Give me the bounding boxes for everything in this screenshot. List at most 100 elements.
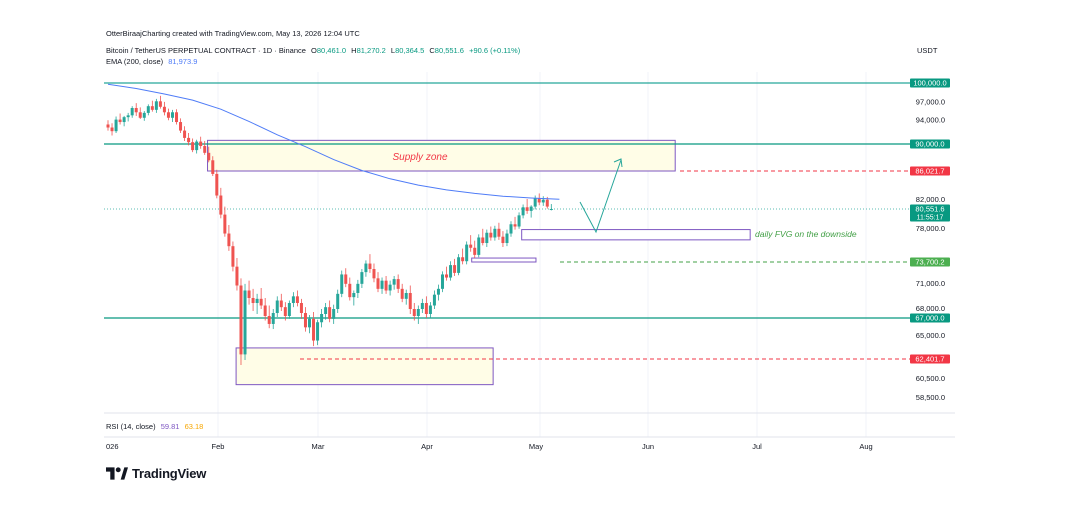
zone-box-4	[235, 347, 494, 386]
price-label-text: 80,551.6	[915, 205, 944, 214]
ema-legend[interactable]: EMA (200, close) 81,973.9	[106, 57, 197, 66]
candle-body	[279, 300, 283, 308]
candle-body	[368, 263, 372, 270]
candle-body	[110, 127, 114, 132]
candle-body	[320, 314, 324, 323]
candle-body	[364, 263, 368, 273]
candle-body	[291, 296, 295, 303]
symbol-name: Bitcoin / TetherUS PERPETUAL CONTRACT · …	[106, 46, 306, 55]
candle-body	[432, 294, 436, 306]
candle-body	[227, 233, 231, 247]
time-tick: Jul	[752, 442, 762, 451]
candle-body	[162, 106, 166, 113]
candle-body	[348, 283, 352, 298]
candle-body	[324, 307, 328, 314]
candle-body	[412, 309, 416, 316]
candle-body	[469, 244, 473, 248]
candle-body	[175, 112, 179, 123]
candle-body	[356, 283, 360, 293]
price-label-bg	[910, 354, 950, 364]
candle-body	[332, 309, 336, 319]
candle-body	[235, 266, 239, 286]
candle-body	[376, 278, 380, 289]
candle-body	[465, 244, 469, 262]
time-axis: 026 Feb Mar Apr May Jun Jul Aug	[106, 442, 873, 451]
price-tick: 97,000.0	[916, 97, 945, 106]
candle-body	[312, 318, 316, 341]
currency-label[interactable]: USDT	[917, 46, 938, 55]
price-label-text: 62,401.7	[915, 355, 944, 364]
candle-body	[461, 257, 465, 262]
symbol-legend: Bitcoin / TetherUS PERPETUAL CONTRACT · …	[106, 46, 523, 55]
candle-body	[247, 290, 251, 298]
candle-body	[449, 265, 453, 278]
candle-body	[328, 307, 332, 319]
price-tick: 68,000.0	[916, 304, 945, 313]
candle-body	[243, 290, 247, 355]
price-tick: 65,000.0	[916, 331, 945, 340]
candle-body	[529, 206, 533, 211]
candle-body	[130, 108, 134, 116]
time-tick: Apr	[421, 442, 433, 451]
candle-body	[239, 285, 243, 355]
candle-body	[513, 224, 517, 227]
candle-body	[283, 307, 287, 316]
candle-body	[501, 236, 505, 244]
candle-body	[517, 215, 521, 227]
candle-body	[183, 130, 187, 138]
high-value: 81,270.2	[356, 46, 386, 55]
candle-body	[308, 318, 311, 328]
candle-body	[392, 279, 396, 285]
price-label-text: 100,000.0	[913, 79, 946, 88]
tradingview-logo-text: TradingView	[132, 466, 207, 481]
candle-body	[179, 122, 183, 131]
candle-body	[537, 198, 541, 203]
rsi-legend[interactable]: RSI (14, close) 59.81 63.18	[106, 422, 203, 431]
candle-body	[416, 309, 420, 316]
price-label-bg	[910, 313, 950, 323]
candle-body	[384, 280, 388, 291]
price-tick: 60,500.0	[916, 374, 945, 383]
projection-arrow	[579, 159, 622, 234]
price-label-text: 67,000.0	[915, 314, 944, 323]
candle-body	[118, 119, 122, 123]
candle-body	[360, 272, 364, 284]
candle-body	[114, 119, 118, 132]
candle-body	[380, 280, 384, 289]
price-label-bg	[910, 139, 950, 149]
candle-body	[207, 152, 211, 161]
rsi-label: RSI (14, close)	[106, 422, 156, 431]
high-label: H	[351, 46, 357, 55]
candle-body	[138, 112, 142, 118]
candle-body	[146, 106, 150, 113]
candle-body	[396, 279, 400, 289]
candle-body	[372, 269, 376, 279]
ema-label: EMA (200, close)	[106, 57, 164, 66]
ema-value: 81,973.9	[168, 57, 198, 66]
candle-body	[154, 101, 158, 110]
low-value: 80,364.5	[395, 46, 425, 55]
projection-arrowhead	[613, 158, 623, 168]
candle-body	[453, 265, 457, 273]
candle-body	[316, 322, 320, 341]
tradingview-logo[interactable]: TradingView	[106, 466, 206, 481]
price-label-bg	[910, 78, 950, 88]
candle-body	[263, 305, 267, 316]
price-label-countdown: 11:55:17	[917, 215, 944, 222]
candle-body	[477, 237, 481, 255]
candle-body	[150, 106, 154, 110]
candle-body	[170, 112, 174, 118]
candle-body	[211, 160, 215, 174]
price-label-text: 86,021.7	[915, 167, 944, 176]
candle-body	[275, 300, 279, 313]
candle-body	[344, 274, 348, 284]
zone-box-2	[521, 229, 751, 241]
close-label: C	[429, 46, 435, 55]
candle-body	[199, 141, 203, 147]
time-tick: Feb	[212, 442, 225, 451]
candle-body	[545, 199, 549, 207]
candle-body	[541, 199, 545, 203]
candle-body	[352, 293, 356, 298]
price-label-text: 73,700.2	[915, 258, 944, 267]
